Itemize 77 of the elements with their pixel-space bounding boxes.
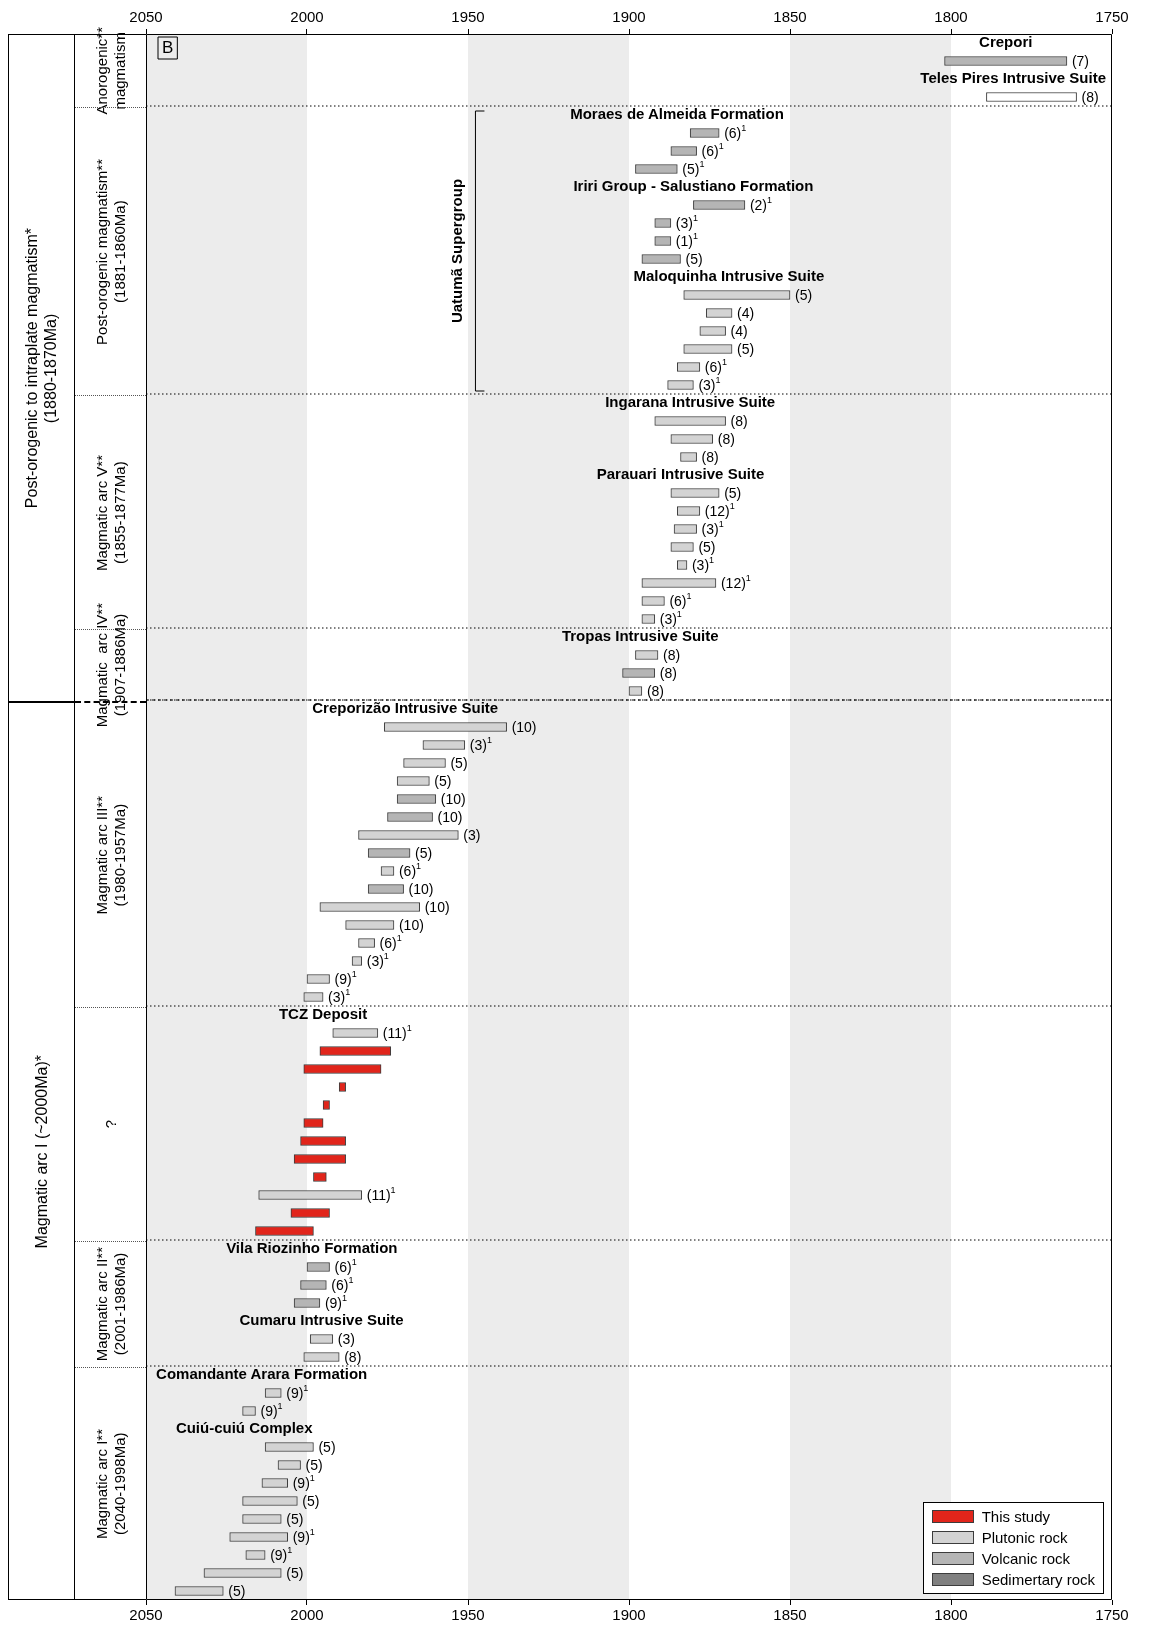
x-tick-label: 2050	[129, 1606, 163, 1624]
text: Post-orogenic to intraplate magmatism* (1880-1870Ma)	[22, 227, 61, 509]
y-tick-label: Cuiú-cuiú Complex	[175, 1419, 314, 1437]
y-tick-label: (5)	[434, 772, 452, 789]
y-tick-label: (10)	[424, 898, 450, 915]
x-tick-label: 1950	[451, 1606, 485, 1624]
x2-tick-label: 2050	[129, 8, 163, 26]
text: Magmatic arc I** (2040-1998Ma)	[92, 1429, 129, 1540]
y-tick-label: (3)	[337, 1330, 355, 1347]
x-tick-label: 1800	[934, 1606, 968, 1624]
y-tick-label: (5)	[305, 1456, 323, 1473]
y-tick-label: Ingarana Intrusive Suite	[605, 393, 776, 411]
x-tick-label: 1900	[612, 1606, 646, 1624]
y-tick-label: Vila Riozinho Formation	[226, 1239, 398, 1257]
y-tick-label: (7)	[1071, 52, 1090, 69]
legend-label: This study	[981, 1507, 1050, 1527]
y-tick-label: Crepori	[979, 33, 1033, 51]
chart-title: B	[162, 37, 174, 57]
y-tick-label: (10)	[408, 880, 434, 897]
y-tick-label: Comandante Arara Formation	[156, 1365, 368, 1383]
y-tick-label: (4)	[730, 322, 748, 339]
y-tick-label: (10)	[440, 790, 466, 807]
legend-label: Volcanic rock	[981, 1549, 1070, 1569]
y-tick-label: (3)	[463, 826, 481, 843]
y-tick-label: Parauari Intrusive Suite	[596, 465, 765, 483]
y-tick-label: TCZ Deposit	[278, 1005, 368, 1023]
y-tick-label: Iriri Group - Salustiano Formation	[573, 177, 814, 195]
y-tick-label: (5)	[724, 484, 742, 501]
y-tick-label: Maloquinha Intrusive Suite	[633, 267, 825, 285]
y-tick-label: Creporizão Intrusive Suite	[312, 699, 499, 717]
text: Magmatic arc V** (1855-1877Ma)	[92, 454, 129, 571]
y-tick-label: Cumaru Intrusive Suite	[239, 1311, 404, 1329]
y-tick-label: (5)	[228, 1582, 246, 1599]
legend-label: Plutonic rock	[981, 1528, 1068, 1548]
y-tick-label: (5)	[737, 340, 755, 357]
text: Magmatic arc III** (1980-1957Ma)	[92, 795, 129, 915]
y-tick-label: (10)	[511, 718, 537, 735]
x-tick-label: 2000	[290, 1606, 324, 1624]
y-tick-label: Tropas Intrusive Suite	[561, 627, 719, 645]
y-tick-label: (5)	[286, 1564, 304, 1581]
x2-tick-label: 2000	[290, 8, 324, 26]
y-tick-label: (5)	[318, 1438, 336, 1455]
x-tick-label: 1750	[1095, 1606, 1129, 1624]
y-tick-label: (8)	[662, 646, 681, 663]
y-tick-label: (8)	[1081, 88, 1099, 105]
y-tick-label: Teles Pires Intrusive Suite	[920, 69, 1107, 87]
y-tick-label: (8)	[659, 664, 677, 681]
text: ?	[101, 1120, 120, 1129]
y-tick-label: (10)	[437, 808, 463, 825]
x2-tick-label: 1750	[1095, 8, 1129, 26]
y-tick-label: (5)	[415, 844, 433, 861]
x2-tick-label: 1950	[451, 8, 485, 26]
y-tick-label: (8)	[344, 1348, 362, 1365]
x2-tick-label: 1900	[612, 8, 646, 26]
y-tick-label: (5)	[795, 286, 813, 303]
y-tick-label: (8)	[730, 412, 748, 429]
y-tick-label: (5)	[698, 538, 716, 555]
y-tick-label: (5)	[286, 1510, 304, 1527]
y-tick-label: (8)	[646, 682, 665, 699]
text: Magmatic arc II** (2001-1986Ma)	[92, 1247, 129, 1362]
text: Post-orogenic magmatism** (1881-1860Ma)	[92, 158, 129, 345]
x-tick-label: 1850	[773, 1606, 807, 1624]
x2-tick-label: 1850	[773, 8, 807, 26]
y-tick-label: Moraes de Almeida Formation	[570, 105, 784, 123]
text: Magmatic arc IV** (1907-1886Ma)	[92, 603, 129, 728]
y-tick-label: (5)	[450, 754, 468, 771]
legend-label: Sedimertary rock	[981, 1570, 1095, 1590]
text: Magmatic arc I (~2000Ma)*	[31, 1055, 51, 1249]
x2-tick-label: 1800	[934, 8, 968, 26]
y-tick-label: (5)	[685, 250, 703, 267]
annotation: Uatumã Supergroup	[447, 178, 465, 324]
y-tick-label: (8)	[717, 430, 735, 447]
y-tick-label: (4)	[737, 304, 755, 321]
y-tick-label: (8)	[701, 448, 719, 465]
y-tick-label: (5)	[302, 1492, 320, 1509]
y-tick-label: (10)	[398, 916, 424, 933]
text: Anorogenic** magmatism	[92, 27, 129, 115]
